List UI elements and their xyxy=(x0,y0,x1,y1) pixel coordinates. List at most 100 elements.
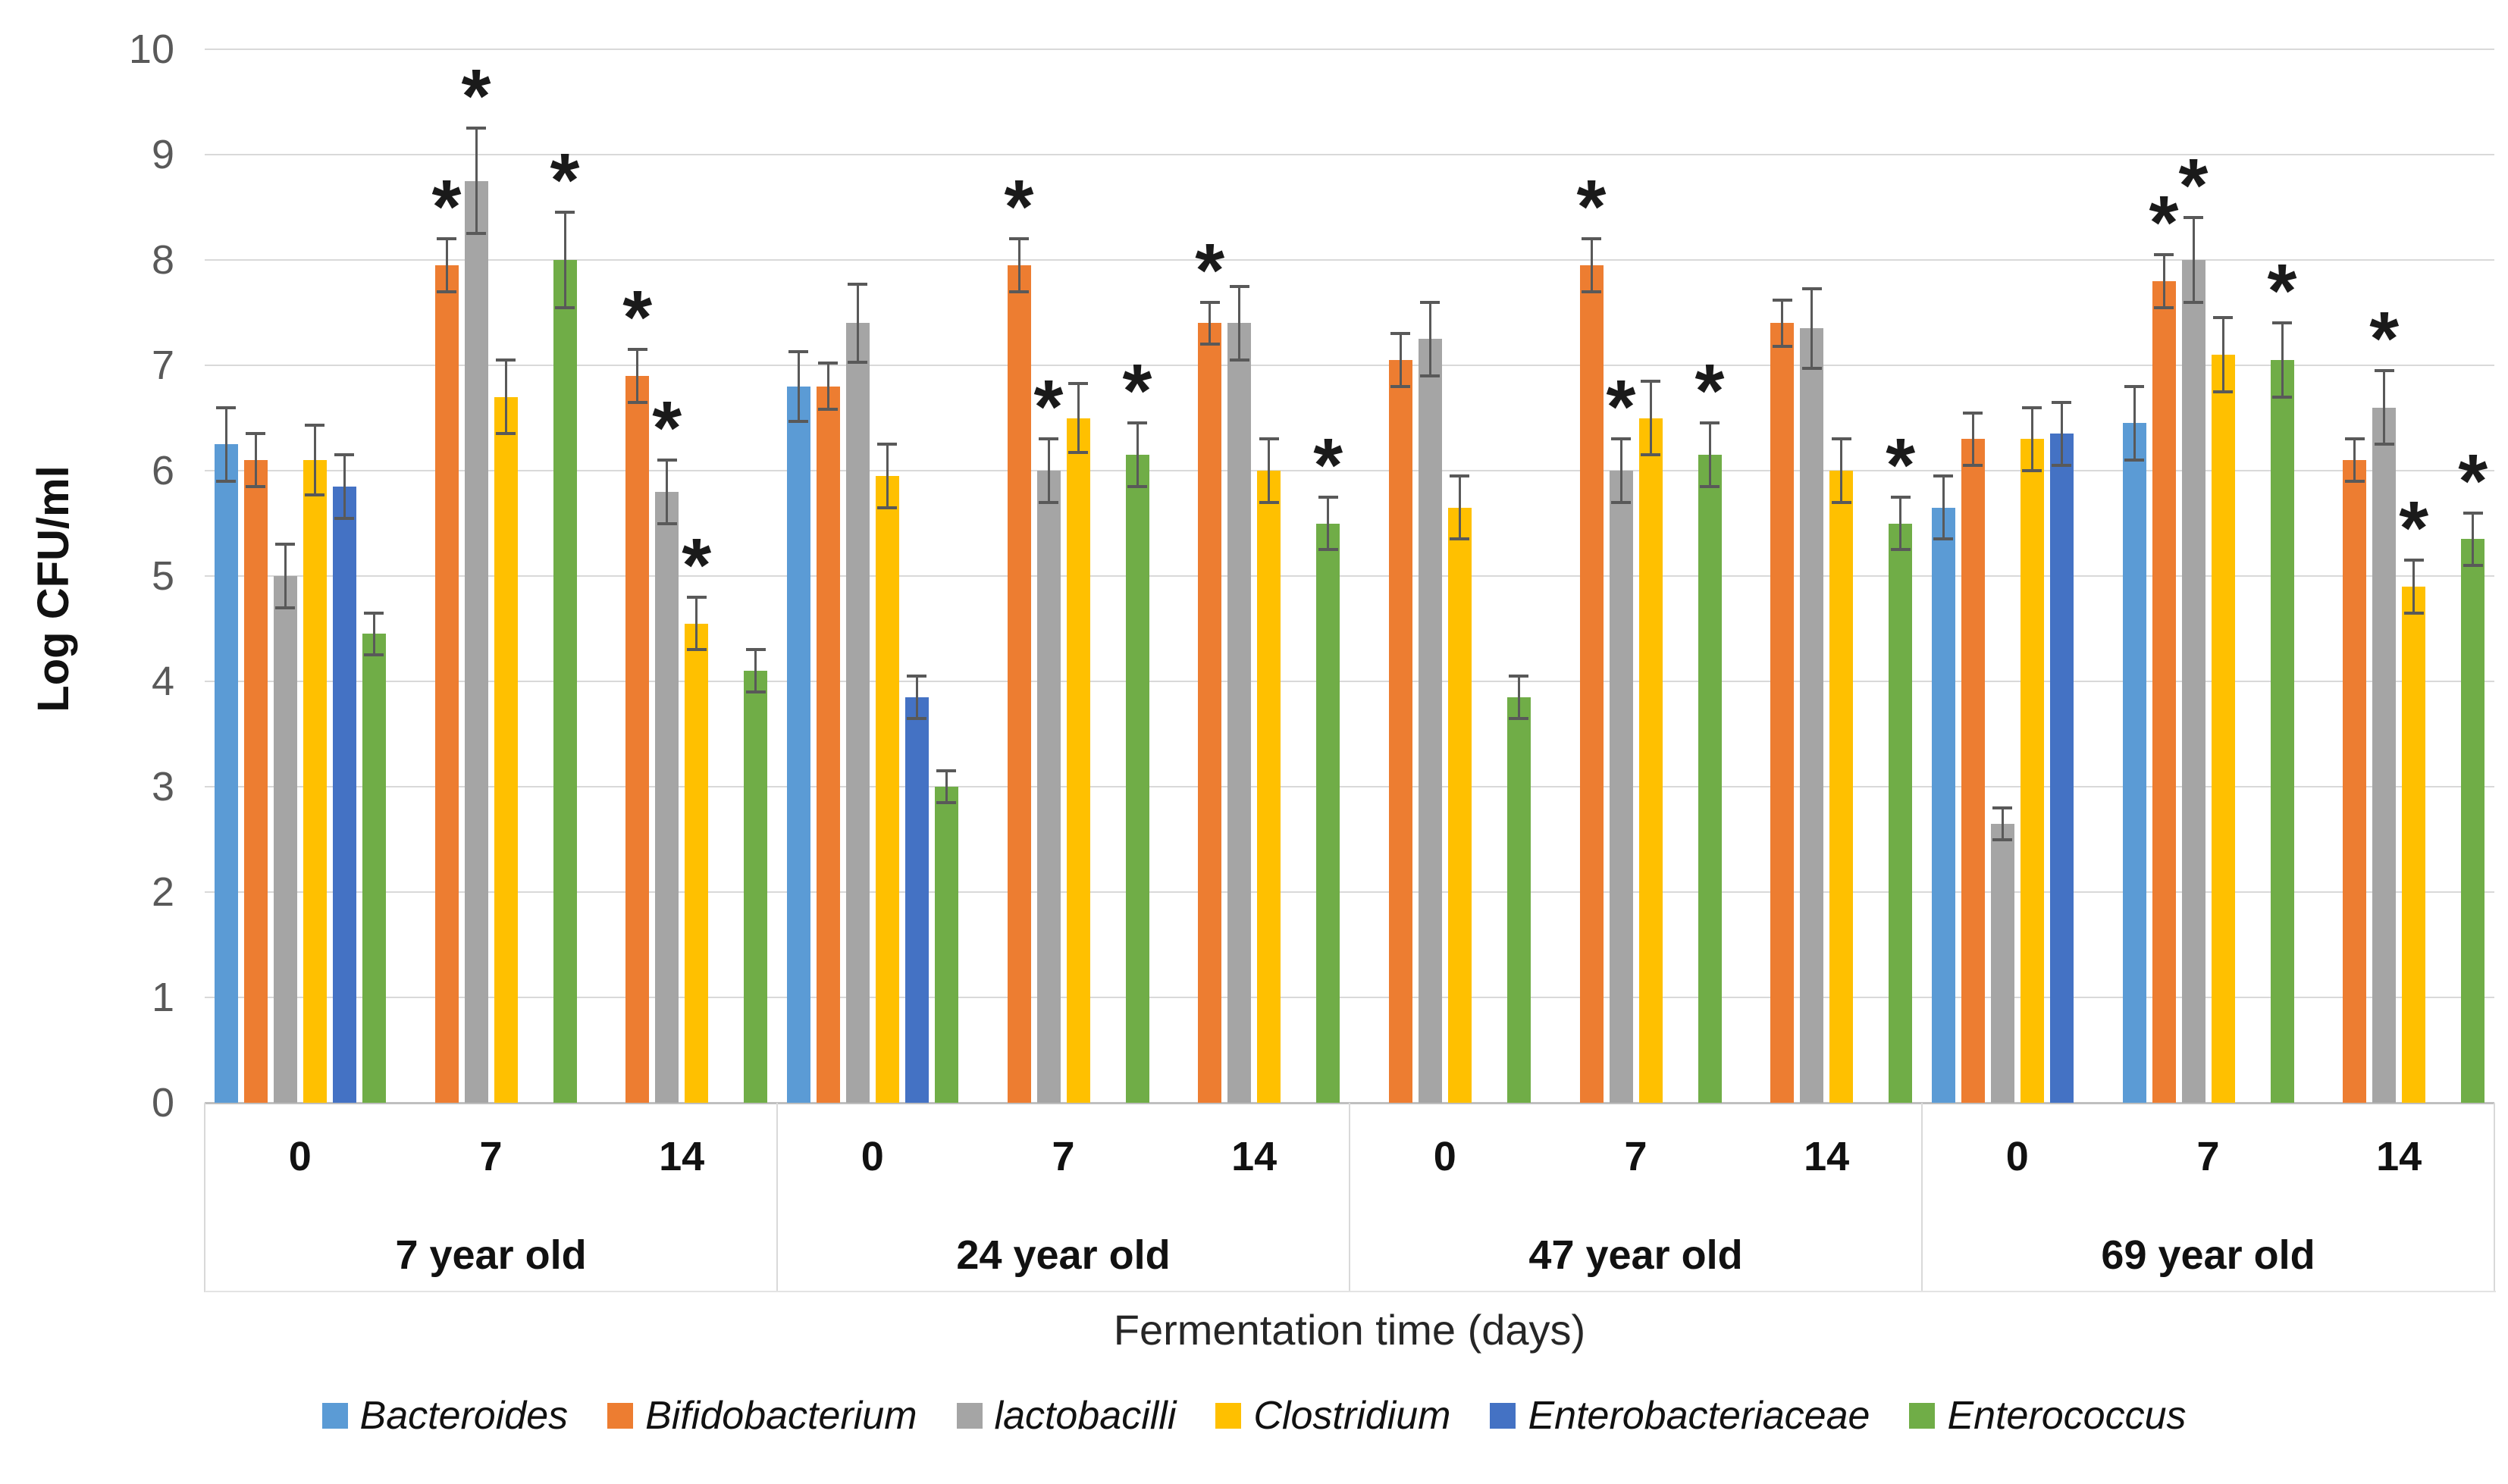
error-bar-cap xyxy=(1450,474,1470,477)
group-separator xyxy=(204,1103,205,1292)
legend-label: Enterococcus xyxy=(1947,1394,2187,1438)
significance-star: * xyxy=(2399,486,2429,571)
error-bar xyxy=(1942,475,1945,540)
error-bar xyxy=(1810,288,1814,369)
significance-star: * xyxy=(1606,365,1636,450)
error-bar-cap xyxy=(1963,411,1983,415)
error-bar-cap xyxy=(1509,716,1529,720)
error-bar xyxy=(754,650,757,692)
error-bar-cap xyxy=(216,479,237,483)
error-bar xyxy=(915,676,918,719)
error-bar-cap xyxy=(2022,405,2042,409)
bar xyxy=(1800,328,1824,1103)
error-bar-cap xyxy=(1772,298,1792,302)
bar xyxy=(2122,423,2146,1103)
legend-label: Clostridium xyxy=(1253,1394,1451,1438)
legend-swatch xyxy=(321,1403,348,1429)
error-bar xyxy=(636,349,639,402)
error-bar-cap xyxy=(2052,464,2072,468)
error-bar-cap xyxy=(1390,332,1411,336)
bar xyxy=(685,623,709,1103)
significance-star: * xyxy=(652,386,682,471)
time-tick-label: 7 xyxy=(1052,1134,1075,1179)
time-tick-label: 14 xyxy=(1804,1134,1850,1179)
error-bar-cap xyxy=(2403,611,2424,615)
error-bar-cap xyxy=(1039,500,1058,504)
legend-item: Bacteroides xyxy=(321,1393,568,1439)
bar xyxy=(1257,471,1281,1103)
error-bar xyxy=(886,444,889,508)
time-tick-label: 0 xyxy=(1433,1134,1456,1179)
gridline xyxy=(205,49,2494,50)
error-bar-cap xyxy=(246,432,266,436)
error-bar xyxy=(797,351,800,421)
gridline xyxy=(205,997,2494,998)
gridline xyxy=(205,365,2494,366)
bar xyxy=(243,460,268,1103)
error-bar-cap xyxy=(1127,484,1147,488)
error-bar xyxy=(1619,439,1622,502)
bar xyxy=(2049,434,2074,1103)
error-bar-cap xyxy=(1992,837,2013,841)
error-bar xyxy=(475,128,478,234)
legend-item: Clostridium xyxy=(1215,1393,1450,1439)
error-bar-cap xyxy=(657,521,677,525)
error-bar-cap xyxy=(2463,511,2483,515)
bar xyxy=(625,375,650,1103)
y-tick-label: 0 xyxy=(151,1080,174,1126)
gridline xyxy=(205,154,2494,155)
error-bar-cap xyxy=(1831,437,1851,441)
error-bar-cap xyxy=(1259,500,1279,504)
group-label: 69 year old xyxy=(2101,1232,2315,1278)
error-bar xyxy=(1399,333,1402,387)
error-bar-cap xyxy=(907,716,927,720)
bar xyxy=(1506,697,1531,1103)
error-bar xyxy=(856,283,859,362)
error-bar xyxy=(372,612,375,656)
error-bar-cap xyxy=(2272,321,2292,325)
y-tick-label: 8 xyxy=(151,237,174,283)
error-bar xyxy=(504,360,507,434)
legend: Bacteroides Bifidobacterium lactobacilli Cl… xyxy=(0,1393,2508,1439)
bar xyxy=(904,697,929,1103)
error-bar xyxy=(254,434,257,487)
significance-star: * xyxy=(2149,180,2179,266)
gridline xyxy=(205,681,2494,682)
category-axis-bottom-line xyxy=(205,1291,2496,1292)
bar xyxy=(1036,471,1061,1103)
error-bar xyxy=(1077,383,1080,453)
bar xyxy=(434,265,459,1103)
x-axis-title: Fermentation time (days) xyxy=(1113,1306,1586,1354)
error-bar-cap xyxy=(1390,384,1411,388)
error-bar-cap xyxy=(877,506,898,509)
error-bar xyxy=(1428,302,1431,376)
error-bar-cap xyxy=(1641,379,1660,383)
error-bar-cap xyxy=(1318,495,1338,499)
bar xyxy=(2461,539,2485,1103)
bar xyxy=(2020,439,2044,1103)
y-tick-label: 6 xyxy=(151,448,174,493)
bar xyxy=(1388,360,1412,1103)
error-bar xyxy=(1840,439,1843,502)
error-bar-cap xyxy=(1772,344,1792,348)
error-bar-cap xyxy=(1933,474,1954,477)
bar xyxy=(845,323,870,1103)
gridline xyxy=(205,786,2494,787)
significance-star: * xyxy=(431,164,462,250)
gridline xyxy=(205,470,2494,471)
bar xyxy=(1698,455,1722,1103)
significance-star: * xyxy=(2369,296,2400,381)
significance-star: * xyxy=(622,275,653,361)
error-bar xyxy=(2060,402,2063,466)
error-bar-cap xyxy=(496,432,516,436)
time-tick-label: 0 xyxy=(288,1134,312,1179)
error-bar xyxy=(284,544,287,608)
error-bar-cap xyxy=(216,405,237,409)
error-bar-cap xyxy=(936,769,957,773)
legend-item: lactobacilli xyxy=(956,1393,1176,1439)
bar xyxy=(2343,460,2367,1103)
error-bar xyxy=(666,460,669,524)
legend-item: Enterobacteriaceae xyxy=(1490,1393,1870,1439)
error-bar-cap xyxy=(877,443,898,446)
error-bar-cap xyxy=(2184,216,2203,220)
